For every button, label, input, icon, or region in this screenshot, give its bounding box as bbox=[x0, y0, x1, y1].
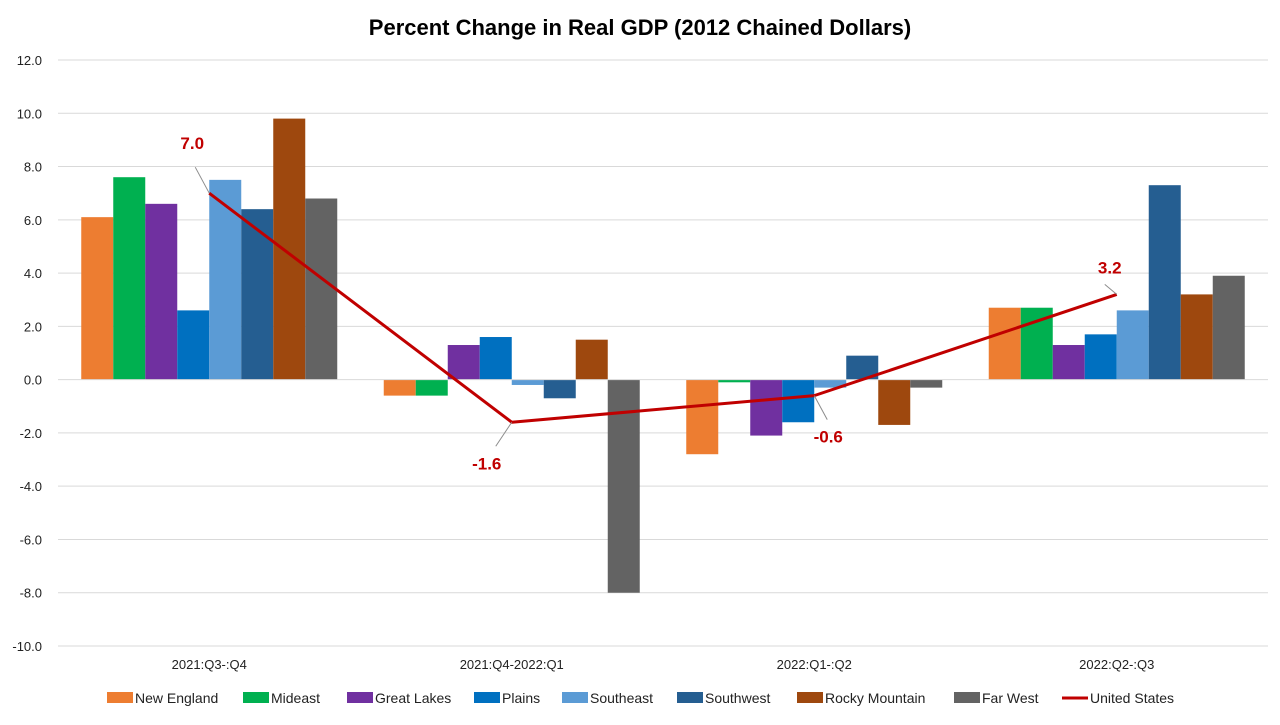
bar-southwest bbox=[543, 379, 576, 399]
bar-great-lakes bbox=[145, 203, 178, 380]
legend-label: Mideast bbox=[271, 690, 320, 706]
category-labels: 2021:Q3-:Q4 2021:Q4-2022:Q1 2022:Q1-:Q2 202… bbox=[172, 657, 1155, 672]
bar-rocky-mountain bbox=[273, 118, 306, 380]
bar-southeast bbox=[511, 379, 544, 385]
bar-new-england bbox=[81, 217, 114, 380]
legend-swatch bbox=[954, 692, 980, 703]
bar-plains bbox=[1084, 334, 1117, 380]
x-category-label: 2021:Q3-:Q4 bbox=[172, 657, 247, 672]
legend-label: United States bbox=[1090, 690, 1174, 706]
bar-southeast bbox=[1116, 310, 1149, 380]
line-data-labels: 7.0 -1.6 -0.6 3.2 bbox=[180, 134, 1121, 473]
y-tick-label: 8.0 bbox=[24, 160, 42, 175]
united-states-series-line bbox=[208, 191, 1118, 424]
bar-far-west bbox=[910, 379, 943, 388]
legend-swatch bbox=[677, 692, 703, 703]
us-data-label: -0.6 bbox=[814, 428, 843, 447]
data-label-leader-line bbox=[813, 395, 828, 420]
legend-label: Southwest bbox=[705, 690, 770, 706]
legend-label: Rocky Mountain bbox=[825, 690, 925, 706]
bar-great-lakes bbox=[447, 345, 480, 380]
y-tick-label: -2.0 bbox=[20, 426, 42, 441]
legend-label: Great Lakes bbox=[375, 690, 451, 706]
y-tick-label: -10.0 bbox=[12, 639, 42, 654]
y-tick-label: 10.0 bbox=[17, 106, 42, 121]
bar-new-england bbox=[686, 379, 719, 455]
legend-label: Plains bbox=[502, 690, 540, 706]
y-tick-label: 6.0 bbox=[24, 213, 42, 228]
bar-plains bbox=[782, 379, 815, 423]
y-tick-label: 2.0 bbox=[24, 319, 42, 334]
bar-rocky-mountain bbox=[878, 379, 911, 425]
us-data-label: -1.6 bbox=[472, 454, 501, 473]
bar-mideast bbox=[113, 177, 146, 380]
us-data-label: 7.0 bbox=[180, 134, 204, 153]
y-tick-label: -4.0 bbox=[20, 479, 42, 494]
legend-swatch bbox=[243, 692, 269, 703]
legend-swatch bbox=[562, 692, 588, 703]
bar-far-west bbox=[305, 198, 338, 380]
legend: New England Mideast Great Lakes Plains South… bbox=[107, 690, 1174, 706]
bar-far-west bbox=[1212, 275, 1245, 380]
bar-great-lakes bbox=[750, 379, 783, 436]
bar-plains bbox=[479, 337, 512, 380]
x-category-label: 2021:Q4-2022:Q1 bbox=[460, 657, 564, 672]
bar-mideast bbox=[718, 379, 751, 383]
y-axis-ticks: 12.0 10.0 8.0 6.0 4.0 2.0 0.0 -2.0 -4.0 -6.0 -8.0 -… bbox=[12, 53, 42, 654]
y-tick-label: -8.0 bbox=[20, 586, 42, 601]
legend-label: New England bbox=[135, 690, 218, 706]
bar-plains bbox=[177, 310, 210, 380]
us-data-label: 3.2 bbox=[1098, 258, 1122, 277]
x-category-label: 2022:Q2-:Q3 bbox=[1079, 657, 1154, 672]
chart-title: Percent Change in Real GDP (2012 Chained… bbox=[369, 15, 911, 40]
bar-far-west bbox=[607, 379, 640, 593]
legend-swatch bbox=[474, 692, 500, 703]
united-states-line bbox=[208, 191, 1118, 424]
data-label-leader-line bbox=[1104, 284, 1118, 295]
bar-southwest bbox=[1148, 185, 1181, 380]
legend-label: Far West bbox=[982, 690, 1039, 706]
y-tick-label: 4.0 bbox=[24, 266, 42, 281]
bar-new-england bbox=[383, 379, 416, 396]
data-label-leader-line bbox=[194, 166, 210, 194]
bar-southwest bbox=[241, 209, 274, 380]
bar-southeast bbox=[814, 379, 847, 388]
bar-new-england bbox=[988, 307, 1021, 380]
y-tick-label: -6.0 bbox=[20, 532, 42, 547]
y-tick-label: 12.0 bbox=[17, 53, 42, 68]
x-category-label: 2022:Q1-:Q2 bbox=[777, 657, 852, 672]
bar-southeast bbox=[209, 179, 242, 380]
legend-label: Southeast bbox=[590, 690, 653, 706]
bar-rocky-mountain bbox=[1180, 294, 1213, 380]
bar-southwest bbox=[846, 355, 879, 380]
bar-great-lakes bbox=[1052, 345, 1085, 380]
bar-series bbox=[81, 118, 1245, 593]
y-tick-label: 0.0 bbox=[24, 373, 42, 388]
legend-swatch bbox=[347, 692, 373, 703]
bar-mideast bbox=[415, 379, 448, 396]
bar-rocky-mountain bbox=[575, 339, 608, 380]
legend-swatch bbox=[107, 692, 133, 703]
data-label-leader-line bbox=[495, 421, 513, 447]
legend-swatch bbox=[797, 692, 823, 703]
